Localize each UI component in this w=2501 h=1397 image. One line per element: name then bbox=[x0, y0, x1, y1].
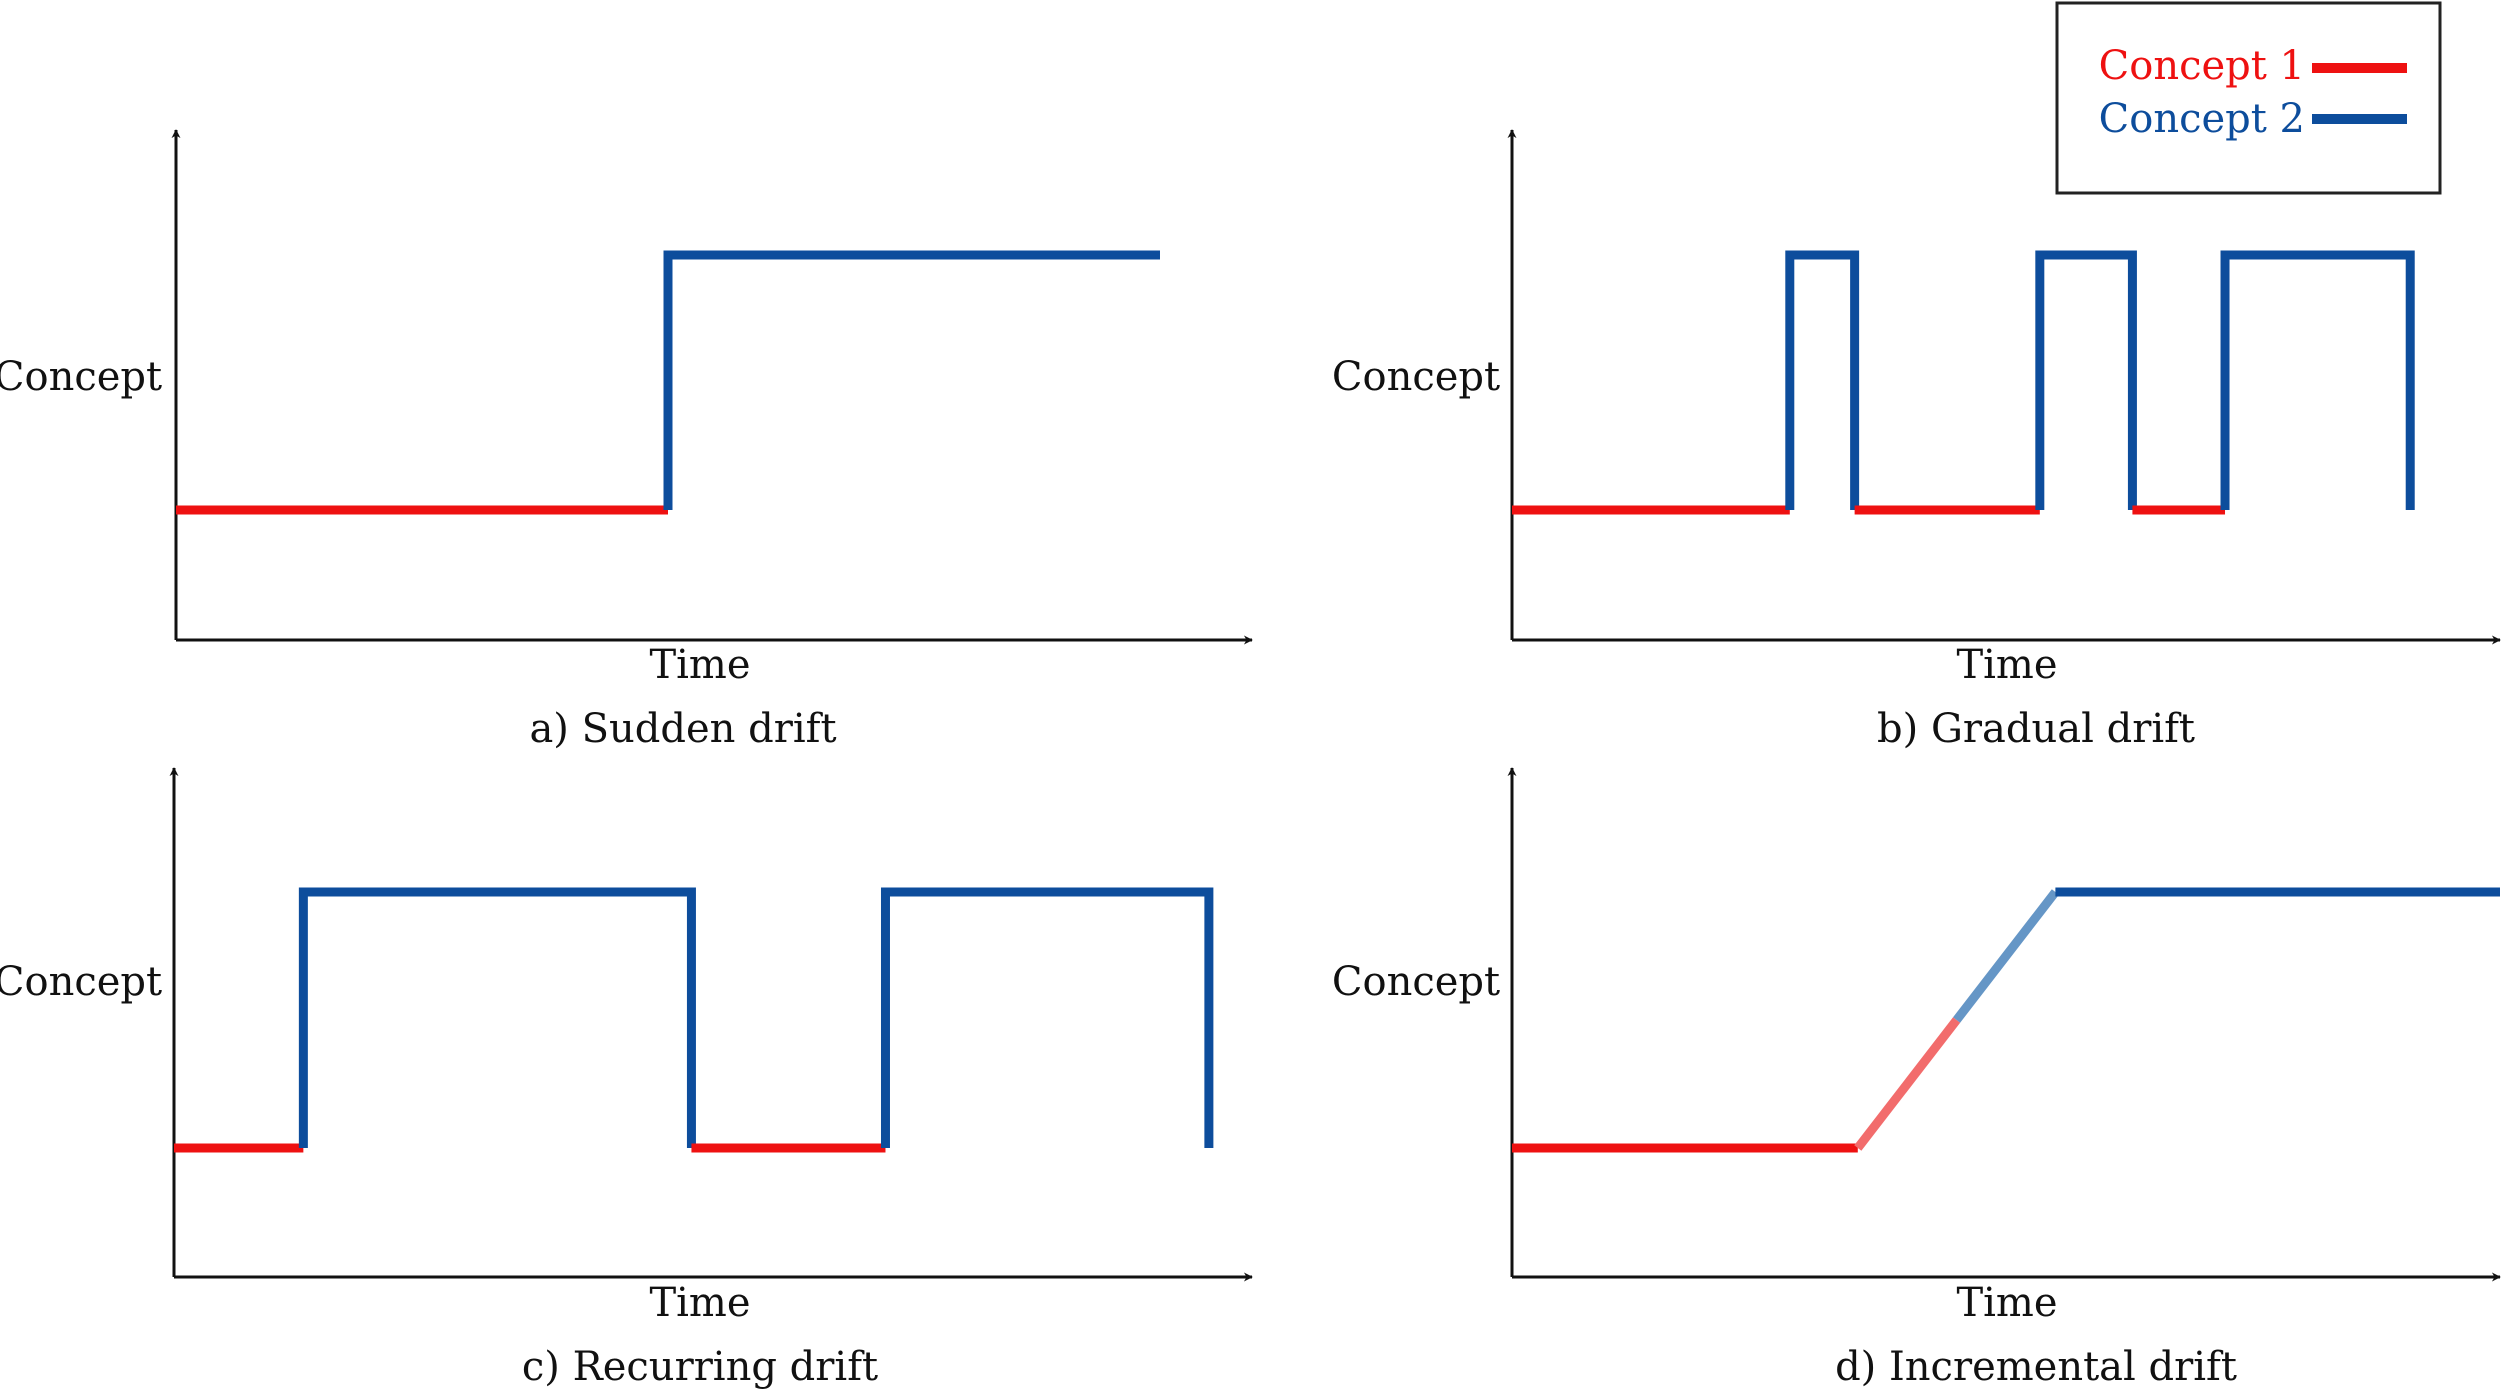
panel-recurring-drift: Concept Time c) Recurring drift bbox=[0, 767, 1253, 1390]
legend-label-concept-2: Concept 2 bbox=[2099, 96, 2305, 142]
panel-caption: c) Recurring drift bbox=[522, 1344, 878, 1390]
x-axis-label: Time bbox=[1956, 642, 2057, 688]
concept-trace bbox=[176, 250, 1160, 515]
concept-2-segment bbox=[2035, 250, 2137, 510]
x-axis-label: Time bbox=[1956, 1280, 2057, 1326]
concept-2-segment bbox=[663, 250, 1160, 510]
y-axis-label: Concept bbox=[0, 354, 162, 400]
concept-trace bbox=[1512, 887, 2500, 1153]
panel-sudden-drift: Concept Time a) Sudden drift bbox=[0, 129, 1253, 752]
panel-caption: a) Sudden drift bbox=[529, 706, 836, 752]
legend: Concept 1 Concept 2 bbox=[2055, 1, 2442, 195]
legend-item-concept-2: Concept 2 bbox=[2099, 96, 2407, 142]
y-axis-label: Concept bbox=[0, 959, 162, 1005]
concept-2-segment bbox=[1785, 250, 1860, 510]
y-axis-label: Concept bbox=[1332, 959, 1500, 1005]
legend-box bbox=[2055, 1, 2442, 195]
concept-2-segment bbox=[880, 887, 1214, 1148]
x-axis-label: Time bbox=[649, 1280, 750, 1326]
legend-label-concept-1: Concept 1 bbox=[2099, 43, 2305, 89]
concept-2-segment bbox=[298, 887, 696, 1148]
panel-caption: b) Gradual drift bbox=[1877, 706, 2195, 752]
panel-gradual-drift: Concept Time b) Gradual drift bbox=[1332, 129, 2501, 752]
panel-caption: d) Incremental drift bbox=[1835, 1344, 2237, 1390]
y-axis-label: Concept bbox=[1332, 354, 1500, 400]
x-axis-label: Time bbox=[649, 642, 750, 688]
concept-trace bbox=[1512, 250, 2415, 515]
concept-trace bbox=[174, 887, 1214, 1153]
legend-item-concept-1: Concept 1 bbox=[2099, 43, 2407, 89]
concept-2-segment bbox=[2220, 250, 2415, 510]
transition-segment-concept-1 bbox=[1854, 1017, 1961, 1151]
transition-segment-concept-2 bbox=[1953, 889, 2059, 1023]
panel-incremental-drift: Concept Time d) Incremental drift bbox=[1332, 767, 2501, 1390]
